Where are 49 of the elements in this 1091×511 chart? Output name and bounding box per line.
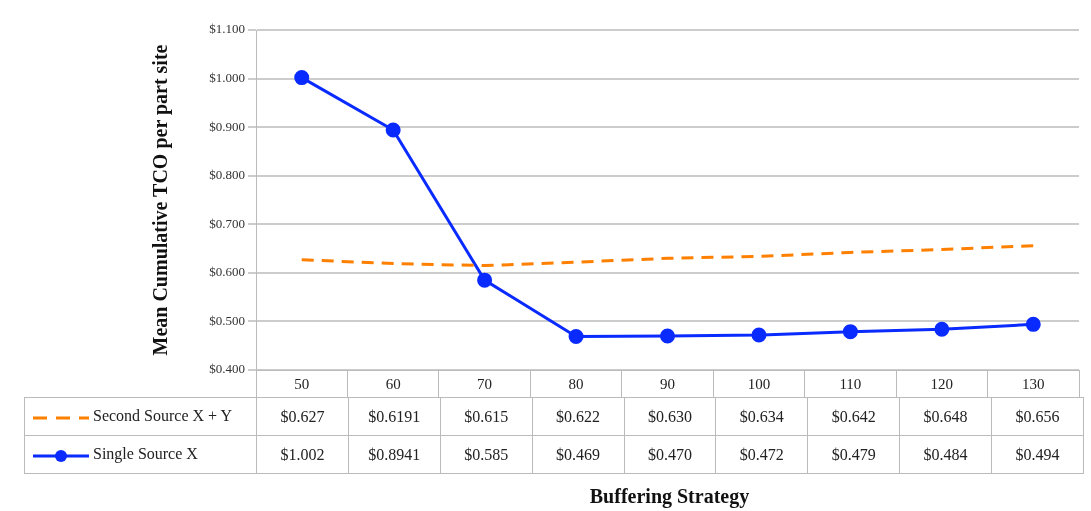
point [660, 328, 675, 344]
data-label: $0.634 [715, 397, 808, 436]
data-label: $1.002 [256, 435, 349, 474]
point [842, 324, 858, 340]
legend-label: Second Source X + Y [93, 407, 233, 425]
data-label: $0.630 [624, 397, 716, 436]
data-label: $0.494 [991, 435, 1084, 474]
data-label: $0.642 [807, 397, 900, 436]
x-tick-label: 100 [747, 375, 771, 392]
point [934, 321, 950, 337]
data-label: $0.470 [624, 435, 716, 474]
x-tick-label: 90 [660, 375, 675, 392]
y-axis-title: Mean Cumulative TCO per part site [149, 44, 173, 356]
data-label: $0.472 [715, 435, 808, 474]
point [477, 272, 493, 288]
point [294, 70, 310, 86]
point [751, 327, 767, 343]
x-tick-label: 130 [1022, 375, 1045, 392]
data-label: $0.484 [899, 435, 992, 474]
data-label: $0.615 [440, 397, 533, 436]
y-tick-label: $0.400 [209, 361, 245, 377]
x-tick-label: 60 [385, 375, 401, 392]
x-axis-title: Buffering Strategy [588, 485, 751, 508]
data-label: $0.6191 [348, 397, 441, 436]
data-label: $0.585 [440, 435, 533, 474]
y-tick-label: $0.600 [209, 264, 245, 280]
data-label: $0.469 [532, 435, 624, 474]
point [568, 328, 584, 344]
x-tick-label: 110 [839, 375, 862, 392]
y-tick-label: $0.700 [209, 215, 245, 231]
point [1025, 316, 1041, 332]
data-label: $0.8941 [348, 435, 441, 474]
x-tick-label: 50 [294, 375, 310, 392]
y-tick-label: $1.100 [209, 21, 245, 37]
legend-label: Single Source X [93, 445, 198, 463]
y-tick-label: $1.000 [209, 69, 245, 85]
x-tick-label: 70 [477, 375, 493, 392]
y-tick-label: $0.500 [209, 312, 245, 328]
y-tick-label: $0.800 [209, 167, 245, 183]
data-label: $0.656 [991, 397, 1084, 436]
point [385, 122, 401, 138]
data-label: $0.622 [532, 397, 624, 436]
data-label: $0.648 [899, 397, 992, 436]
data-label: $0.479 [807, 435, 900, 474]
data-label: $0.627 [256, 397, 349, 436]
x-tick-label: 80 [568, 375, 584, 392]
line-series [300, 244, 1035, 268]
x-tick-label: 120 [930, 375, 954, 392]
y-tick-label: $0.900 [209, 118, 245, 134]
